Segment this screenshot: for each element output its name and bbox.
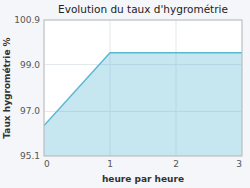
- x-axis-label: heure par heure: [102, 174, 184, 184]
- tick-label: 3: [236, 159, 242, 169]
- tick-label: 100.9: [14, 15, 40, 25]
- series: [44, 53, 242, 156]
- plot-area: [44, 20, 242, 156]
- tick-label: 99.0: [20, 60, 40, 70]
- tick-label: 95.1: [20, 151, 40, 161]
- area: [44, 53, 242, 156]
- tick-label: 0: [44, 159, 50, 169]
- tick-label: 2: [173, 159, 179, 169]
- line: [44, 53, 242, 126]
- chart: 95.1 97.0 99.0 100.9 0 1 2 3 Evolution du taux d…: [0, 0, 250, 188]
- y-axis-label: Taux hygrométrie %: [2, 37, 12, 138]
- title: Evolution du taux d'hygrométrie: [58, 3, 228, 15]
- tick-label: 1: [107, 159, 113, 169]
- grid: [44, 20, 242, 156]
- axes: 95.1 97.0 99.0 100.9 0 1 2 3: [14, 15, 242, 169]
- frame: [44, 20, 242, 156]
- tick-label: 97.0: [20, 106, 40, 116]
